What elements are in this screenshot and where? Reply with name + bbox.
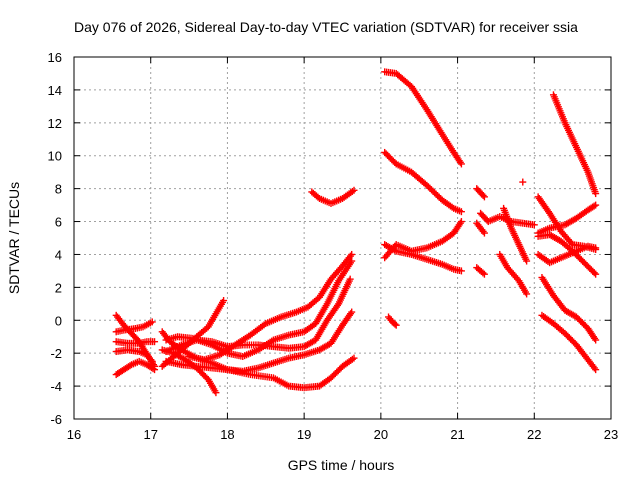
series-s17 xyxy=(381,218,465,262)
series-s5 xyxy=(112,346,156,365)
y-axis-label: SDTVAR / TECUs xyxy=(6,182,22,294)
y-tick-label: 12 xyxy=(48,116,62,131)
series-s22 xyxy=(473,264,488,278)
series-s2 xyxy=(112,357,159,379)
series-s20 xyxy=(477,209,538,229)
y-tick-label: 6 xyxy=(55,215,62,230)
y-tick-label: -4 xyxy=(50,379,62,394)
x-tick-label: 21 xyxy=(450,427,464,442)
x-tick-label: 19 xyxy=(297,427,311,442)
series-s19 xyxy=(473,185,488,201)
chart-title: Day 076 of 2026, Sidereal Day-to-day VTE… xyxy=(74,19,578,35)
series-s31 xyxy=(538,273,600,344)
y-tick-label: -6 xyxy=(50,412,62,427)
y-tick-label: 8 xyxy=(55,182,62,197)
x-tick-label: 16 xyxy=(67,427,81,442)
axis-ticks xyxy=(73,56,612,420)
series-s30 xyxy=(534,242,600,267)
x-tick-label: 20 xyxy=(374,427,388,442)
series-s12 xyxy=(185,250,356,364)
series-s26 xyxy=(549,91,600,198)
series-s3 xyxy=(112,338,159,347)
x-tick-labels: 16 17 18 19 20 21 22 23 xyxy=(67,427,618,442)
y-tick-label: 16 xyxy=(48,50,62,65)
data-markers xyxy=(112,68,600,397)
x-axis-label: GPS time / hours xyxy=(288,457,395,473)
series-s14 xyxy=(381,68,465,168)
y-tick-label: -2 xyxy=(50,346,62,361)
series-s16 xyxy=(381,241,465,275)
series-s25 xyxy=(519,178,527,186)
x-tick-label: 18 xyxy=(220,427,234,442)
series-s23 xyxy=(500,204,531,265)
x-tick-label: 23 xyxy=(604,427,618,442)
x-tick-label: 17 xyxy=(143,427,157,442)
series-s15 xyxy=(381,148,465,216)
series-s9 xyxy=(162,308,356,375)
y-tick-label: 0 xyxy=(55,313,62,328)
series-s11 xyxy=(162,257,356,360)
series-s13 xyxy=(308,186,358,207)
series-s21 xyxy=(473,219,488,237)
series-s24 xyxy=(496,250,531,298)
series-s32 xyxy=(538,311,600,374)
y-tick-labels: -6 -4 -2 0 2 4 6 8 10 12 14 16 xyxy=(48,50,62,427)
series-s4 xyxy=(112,318,156,336)
y-tick-label: 4 xyxy=(55,247,62,262)
y-tick-label: 2 xyxy=(55,280,62,295)
series-s29 xyxy=(534,231,600,278)
x-tick-label: 22 xyxy=(527,427,541,442)
series-s28 xyxy=(534,201,600,237)
y-tick-label: 10 xyxy=(48,149,62,164)
series-s18 xyxy=(385,313,400,329)
plot-frame xyxy=(73,56,612,420)
y-tick-label: 14 xyxy=(48,83,62,98)
